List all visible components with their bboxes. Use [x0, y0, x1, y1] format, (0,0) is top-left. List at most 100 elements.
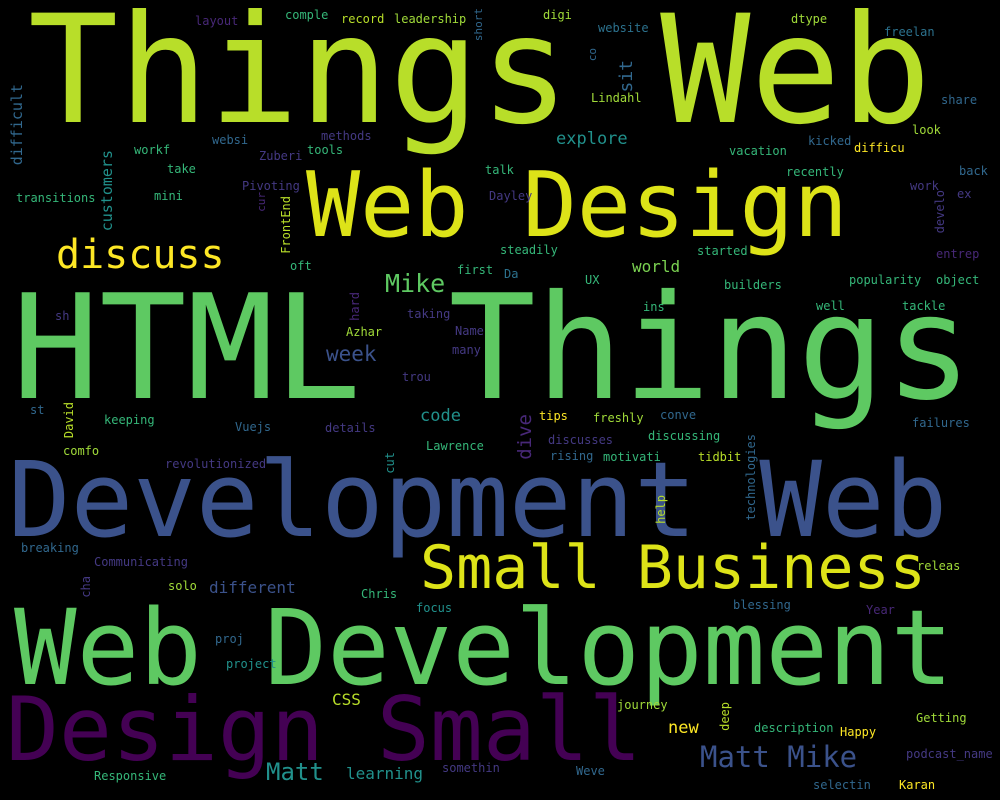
word: popularity	[849, 273, 922, 287]
word: cut	[383, 452, 397, 474]
word: Small Business	[420, 533, 926, 603]
word: focus	[416, 601, 453, 615]
word: new	[668, 718, 699, 738]
word: oft	[290, 259, 312, 273]
word: Web Design	[306, 153, 848, 258]
word: layout	[195, 14, 239, 28]
word: recently	[786, 165, 844, 179]
word: conve	[660, 408, 697, 422]
word: deep	[718, 702, 732, 731]
word: st	[30, 403, 45, 417]
word: Matt Mike	[700, 740, 858, 774]
word: failures	[912, 416, 970, 430]
word: started	[697, 244, 748, 258]
word: project	[226, 657, 277, 671]
word: description	[754, 721, 834, 735]
word: proj	[215, 632, 244, 646]
word: journey	[617, 698, 668, 712]
word: sh	[55, 309, 70, 323]
word: podcast_name	[906, 747, 993, 761]
word: Design Small	[6, 678, 642, 781]
word: leadership	[394, 12, 467, 26]
word: Karan	[899, 778, 936, 792]
word: CSS	[332, 690, 361, 709]
word: Lawrence	[426, 439, 484, 453]
word: FrontEnd	[279, 196, 293, 254]
word: different	[209, 578, 296, 597]
word: tackle	[902, 299, 946, 313]
word: explore	[556, 129, 628, 149]
word: week	[326, 342, 377, 366]
word: Getting	[916, 711, 967, 725]
word: freshly	[593, 411, 644, 425]
word: discussing	[648, 429, 721, 443]
word: ins	[643, 300, 665, 314]
word: Happy	[840, 725, 877, 739]
word: Responsive	[94, 769, 167, 783]
word: details	[325, 421, 376, 435]
word: keeping	[104, 413, 155, 427]
word: Lindahl	[591, 91, 642, 105]
word: customers	[98, 150, 116, 232]
word: entrep	[936, 247, 980, 261]
word: comple	[285, 8, 329, 22]
word: Zuberi	[259, 149, 303, 163]
word: ex	[957, 187, 972, 201]
word: solo	[168, 579, 197, 593]
word: sit	[616, 60, 637, 93]
word: trou	[402, 370, 431, 384]
word: Name	[455, 324, 484, 338]
word: difficult	[8, 84, 26, 166]
word: short	[472, 8, 485, 42]
word: look	[912, 123, 941, 137]
word: many	[452, 343, 481, 357]
word: releas	[917, 559, 961, 573]
word: discuss	[56, 232, 225, 278]
word: David	[62, 402, 76, 439]
word: freelan	[884, 25, 935, 39]
word: back	[959, 164, 988, 178]
word: Mike	[385, 269, 446, 298]
word: rising	[550, 449, 594, 463]
word: kicked	[808, 134, 852, 148]
word: difficu	[854, 141, 905, 155]
word: selectin	[813, 778, 871, 792]
word: Matt	[266, 758, 324, 786]
word: Things Web	[28, 0, 932, 158]
word: steadily	[500, 243, 558, 257]
word: hard	[348, 292, 362, 321]
word: code	[420, 406, 461, 426]
word: Communicating	[94, 555, 188, 569]
word: digi	[543, 8, 572, 22]
word: website	[598, 21, 649, 35]
word: cha	[79, 576, 93, 598]
word: world	[632, 257, 681, 276]
word: help	[654, 495, 668, 524]
word: transitions	[16, 191, 96, 205]
word: tools	[307, 143, 344, 157]
word: revolutionized	[165, 457, 267, 471]
word: tips	[539, 409, 568, 423]
word: blessing	[733, 598, 791, 612]
word: Chris	[361, 587, 398, 601]
word: Year	[866, 603, 895, 617]
word: vacation	[729, 144, 787, 158]
word: talk	[485, 163, 514, 177]
word: Azhar	[346, 325, 383, 339]
word: mini	[154, 189, 183, 203]
word: first	[457, 263, 494, 277]
word: Vuejs	[235, 420, 272, 434]
word: Development Web	[8, 439, 948, 561]
word: Web Development	[14, 587, 954, 709]
word: tidbit	[698, 450, 742, 464]
word: websi	[212, 133, 249, 147]
word: Da	[504, 267, 519, 281]
word: cur	[255, 192, 268, 212]
word: well	[816, 299, 845, 313]
word: take	[167, 162, 196, 176]
word: object	[936, 273, 980, 287]
word: UX	[585, 273, 600, 287]
word: Dayley	[489, 189, 533, 203]
word: co	[586, 48, 599, 62]
